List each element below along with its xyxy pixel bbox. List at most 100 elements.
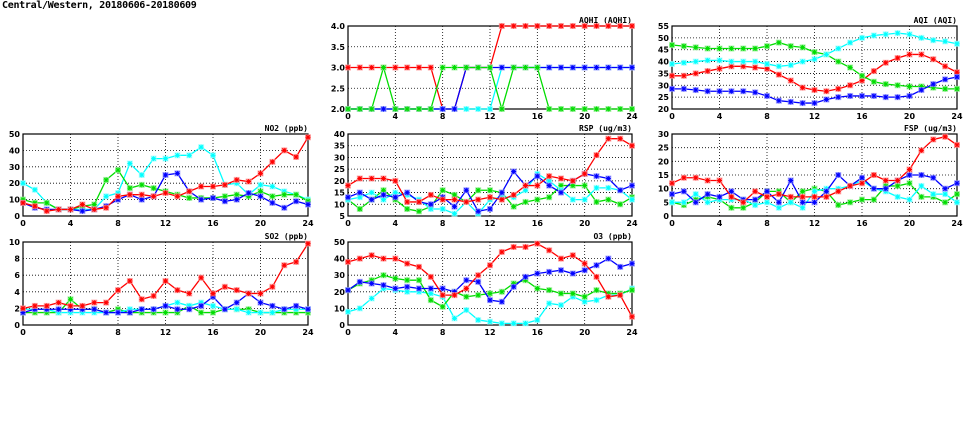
marker-star	[594, 152, 599, 158]
y-tick-label: 4	[14, 288, 20, 297]
marker-star	[907, 197, 912, 203]
data-point	[605, 290, 612, 297]
marker-star	[345, 65, 351, 70]
series-red	[345, 135, 635, 205]
marker-star	[523, 187, 528, 193]
plot-frame	[671, 133, 958, 217]
data-point	[380, 282, 387, 289]
data-point	[930, 84, 937, 91]
marker-star	[800, 59, 806, 65]
data-point	[43, 208, 50, 215]
data-point	[356, 106, 363, 112]
data-point	[269, 309, 276, 316]
data-point	[605, 184, 612, 191]
data-point	[510, 283, 517, 290]
marker-star	[222, 198, 228, 204]
data-point	[380, 255, 387, 262]
marker-star	[269, 183, 275, 189]
marker-star	[617, 23, 623, 29]
marker-star	[487, 297, 493, 303]
marker-star	[357, 176, 363, 182]
marker-star	[918, 172, 924, 178]
marker-star	[258, 300, 263, 306]
data-point	[546, 64, 553, 71]
marker-star	[558, 183, 564, 189]
marker-star	[404, 199, 410, 205]
marker-star	[895, 194, 901, 200]
data-point	[522, 198, 529, 205]
marker-star	[918, 35, 924, 41]
marker-star	[416, 277, 422, 283]
data-point	[787, 43, 794, 50]
marker-star	[617, 106, 623, 112]
marker-star	[605, 65, 611, 70]
data-point	[823, 193, 830, 200]
data-point	[680, 59, 687, 66]
data-point	[416, 285, 422, 292]
data-point	[740, 204, 747, 211]
data-point	[629, 182, 635, 189]
marker-star	[534, 285, 540, 291]
marker-star	[582, 299, 588, 305]
marker-star	[234, 287, 240, 293]
data-point	[55, 206, 62, 213]
marker-star	[629, 183, 635, 189]
marker-star	[115, 193, 121, 199]
marker-star	[617, 292, 623, 298]
data-point	[799, 100, 806, 107]
data-point	[20, 180, 26, 187]
data-point	[669, 41, 675, 48]
marker-star	[800, 199, 806, 205]
marker-star	[68, 206, 73, 212]
marker-star	[345, 194, 351, 200]
data-point	[558, 182, 564, 189]
data-point	[775, 97, 782, 104]
marker-star	[764, 199, 770, 205]
marker-star	[907, 93, 912, 99]
marker-star	[942, 199, 948, 205]
marker-star	[705, 46, 711, 52]
marker-star	[103, 177, 109, 183]
y-tick-label: 3.0	[331, 64, 346, 73]
marker-star	[357, 206, 363, 212]
data-point	[752, 202, 759, 209]
marker-star	[570, 294, 576, 300]
data-point	[534, 285, 541, 292]
marker-star	[127, 161, 133, 167]
data-point	[593, 287, 600, 294]
data-point	[498, 288, 505, 295]
data-point	[894, 55, 901, 62]
marker-star	[127, 185, 133, 191]
data-point	[942, 63, 949, 70]
marker-star	[800, 85, 806, 91]
marker-star	[883, 186, 889, 192]
x-tick-label: 16	[532, 219, 544, 228]
data-point	[392, 189, 399, 196]
marker-star	[463, 294, 469, 300]
marker-star	[681, 86, 687, 92]
x-tick-label: 16	[207, 328, 219, 337]
data-point	[593, 262, 600, 269]
marker-star	[835, 86, 841, 92]
data-point	[692, 174, 699, 181]
y-tick-label: 20	[9, 179, 21, 188]
data-point	[629, 23, 635, 29]
data-point	[930, 191, 937, 198]
marker-star	[681, 73, 687, 79]
marker-star	[345, 106, 351, 112]
plot-frame	[22, 133, 309, 217]
marker-star	[392, 285, 398, 291]
marker-star	[582, 267, 588, 273]
y-tick-label: 10	[334, 304, 346, 313]
marker-star	[345, 287, 351, 293]
data-point	[356, 305, 363, 312]
data-point	[534, 173, 541, 180]
marker-star	[669, 191, 675, 197]
series-blue	[669, 73, 960, 107]
marker-star	[534, 197, 540, 203]
y-tick-label: 5	[339, 212, 345, 221]
y-tick-label: 50	[334, 238, 346, 247]
data-point	[487, 262, 493, 269]
marker-star	[918, 87, 924, 93]
data-point	[126, 185, 133, 192]
